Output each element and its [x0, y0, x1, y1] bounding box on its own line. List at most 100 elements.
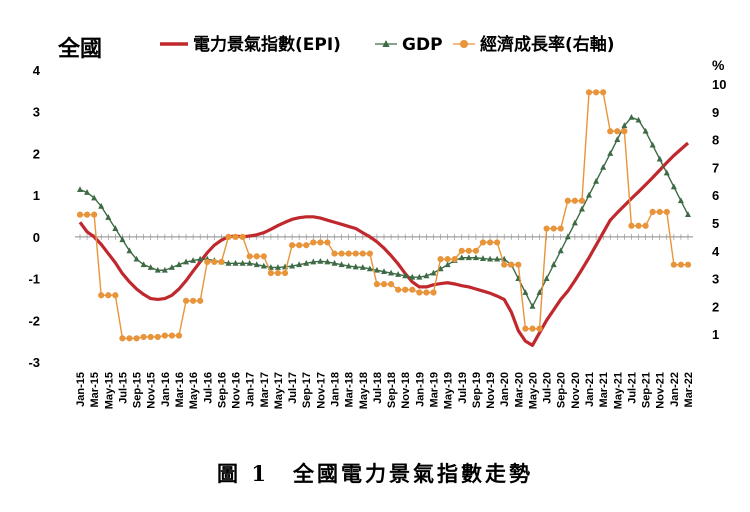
x-tick-label: Nov-17 — [315, 372, 327, 409]
series-2-point — [479, 255, 486, 261]
series-3-point — [529, 325, 536, 332]
series-3-point — [585, 89, 593, 96]
x-tick-label: Jan-17 — [245, 372, 257, 407]
series-2-point — [677, 197, 684, 204]
x-tick-label: May-15 — [103, 372, 115, 409]
series-2-point — [656, 155, 663, 162]
series-2-point — [578, 205, 585, 212]
series-3-point — [204, 258, 211, 266]
series-3-point — [296, 242, 303, 249]
series-2-point — [324, 258, 331, 265]
x-tick-label: Jan-20 — [499, 372, 511, 407]
series-2-point — [239, 259, 246, 266]
series-3-point — [628, 222, 635, 229]
series-3-point — [324, 239, 331, 246]
x-tick-label: Jul-16 — [202, 372, 214, 404]
series-2-point — [536, 289, 543, 295]
x-tick-label: Nov-19 — [485, 372, 497, 409]
series-3-point — [451, 256, 458, 263]
series-3-point — [508, 261, 515, 268]
series-2-point — [649, 141, 656, 148]
left-tick-label: 0 — [33, 230, 40, 245]
series-3-point — [486, 239, 494, 246]
series-2-point — [366, 265, 373, 272]
series-2-point — [465, 254, 472, 261]
series-3-point — [458, 247, 465, 254]
series-2-point — [338, 261, 345, 268]
series-2-point — [557, 247, 564, 254]
series-3-point — [345, 250, 352, 257]
figure-caption: 圖 1 全國電力景氣指數走勢 — [217, 461, 533, 486]
series-3-point — [387, 281, 395, 288]
series-2-point — [154, 266, 161, 273]
series-3-point — [91, 211, 98, 218]
legend-series-2-label: GDP — [402, 35, 443, 55]
x-tick-label: Mar-16 — [174, 372, 186, 407]
series-2-point — [175, 261, 182, 268]
series-2-line — [79, 116, 689, 308]
series-2-point — [564, 233, 571, 240]
series-3-point — [105, 292, 112, 299]
series-2-point — [487, 255, 494, 262]
series-2-point — [642, 127, 649, 134]
series-2-point — [628, 113, 635, 120]
left-tick-label: 4 — [33, 63, 41, 78]
right-tick-label: 8 — [712, 133, 719, 148]
series-2-point — [600, 164, 607, 170]
series-2-point — [670, 183, 677, 190]
series-3-point — [494, 239, 501, 246]
left-tick-label: 3 — [33, 105, 40, 120]
series-3-point — [98, 292, 105, 299]
series-3-point — [670, 261, 677, 268]
left-axis-ticks: 4 3 2 1 0 -1 -2 -3 — [28, 63, 40, 370]
x-tick-label: Jan-18 — [330, 372, 342, 407]
series-3-point — [642, 222, 649, 229]
series-3-point — [564, 197, 571, 204]
legend-series-3-label: 經濟成長率(右軸) — [480, 34, 615, 55]
right-axis-unit: % — [712, 57, 725, 73]
series-3-point — [147, 333, 154, 341]
series-3-point — [225, 233, 232, 240]
series-2-point — [91, 194, 98, 201]
series-3-point — [232, 233, 239, 240]
series-3-point — [614, 128, 621, 135]
series-3-point — [331, 250, 338, 257]
series-2-point — [614, 136, 621, 142]
series-2-point — [310, 258, 317, 265]
series-2-point — [685, 211, 691, 218]
left-tick-label: -2 — [28, 313, 40, 328]
series-2-point — [423, 272, 430, 279]
x-tick-label: Sep-16 — [216, 372, 228, 408]
x-tick-label: Jul-21 — [626, 372, 638, 404]
x-tick-label: Mar-19 — [428, 372, 440, 407]
series-2-point — [416, 273, 423, 280]
series-3-point — [246, 253, 253, 260]
series-3-point — [154, 333, 161, 341]
right-tick-label: 5 — [712, 216, 719, 231]
series-3-point — [578, 197, 586, 204]
series-3-point — [303, 242, 310, 249]
series-2-point — [98, 202, 105, 209]
series-2-point — [197, 255, 204, 262]
left-tick-label: 2 — [33, 146, 40, 161]
series-group — [76, 89, 692, 347]
legend-series-1-label: 電力景氣指數(EPI) — [193, 34, 341, 55]
right-tick-label: 3 — [712, 272, 719, 287]
series-2-point — [571, 219, 578, 226]
series-3-point — [317, 239, 324, 246]
series-3-line — [80, 91, 688, 340]
series-2-point — [409, 273, 416, 280]
right-tick-label: 4 — [712, 244, 720, 259]
series-3-point — [182, 297, 190, 304]
x-tick-label: May-20 — [527, 372, 539, 409]
legend: 電力景氣指數(EPI) GDP 經濟成長率(右軸) — [160, 34, 615, 55]
x-tick-label: Jan-16 — [160, 372, 172, 407]
series-2-point — [593, 177, 600, 184]
x-tick-label: Mar-18 — [344, 372, 356, 407]
series-2-point — [621, 122, 628, 129]
series-3-point — [409, 286, 416, 293]
series-2-point — [444, 261, 451, 268]
series-3-point — [479, 239, 487, 246]
left-tick-label: 1 — [33, 188, 40, 203]
series-3-point — [592, 89, 600, 96]
